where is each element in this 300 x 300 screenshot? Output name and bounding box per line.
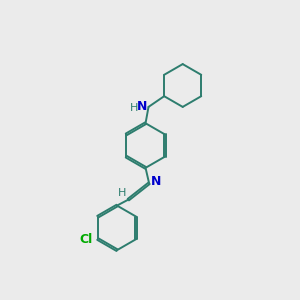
Text: H: H — [118, 188, 126, 198]
Text: H: H — [130, 103, 138, 113]
Text: Cl: Cl — [80, 233, 93, 246]
Text: N: N — [151, 175, 161, 188]
Text: N: N — [137, 100, 147, 113]
